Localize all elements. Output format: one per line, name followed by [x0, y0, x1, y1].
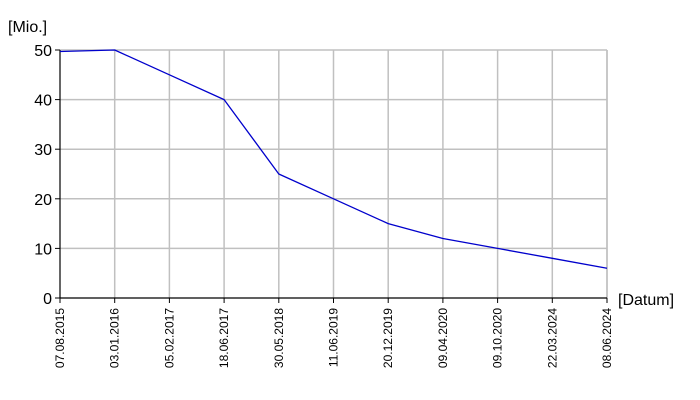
x-axis-unit-label: [Datum] — [618, 292, 674, 309]
x-tick-label: 09.04.2020 — [436, 308, 450, 368]
series-layer — [59, 49, 608, 269]
grid-layer — [60, 49, 608, 298]
y-axis-unit-label: [Mio.] — [8, 19, 47, 36]
y-tick-label: 0 — [43, 291, 52, 308]
x-tick-label: 05.02.2017 — [162, 308, 176, 368]
label-layer: 0 10 20 30 40 50 07.08.2015 03.01.2016 05.02.201… — [34, 43, 614, 368]
y-tick-label: 30 — [34, 142, 52, 159]
x-tick-label: 11.06.2019 — [327, 308, 341, 367]
x-tick-label: 18.06.2017 — [217, 308, 231, 368]
y-tick-label: 20 — [34, 192, 52, 209]
x-tick-label: 09.10.2020 — [491, 308, 505, 368]
y-tick-label: 50 — [34, 43, 52, 60]
y-tick-label: 10 — [34, 241, 52, 258]
x-tick-label: 08.06.2024 — [600, 308, 614, 368]
axis-layer — [55, 49, 608, 303]
x-tick-label: 03.01.2016 — [108, 308, 122, 368]
y-tick-label: 40 — [34, 93, 52, 110]
x-tick-label: 20.12.2019 — [381, 308, 395, 368]
series-line — [59, 49, 608, 269]
x-tick-label: 22.03.2024 — [545, 308, 559, 368]
x-tick-label: 07.08.2015 — [53, 308, 67, 368]
x-tick-label: 30.05.2018 — [272, 308, 286, 368]
